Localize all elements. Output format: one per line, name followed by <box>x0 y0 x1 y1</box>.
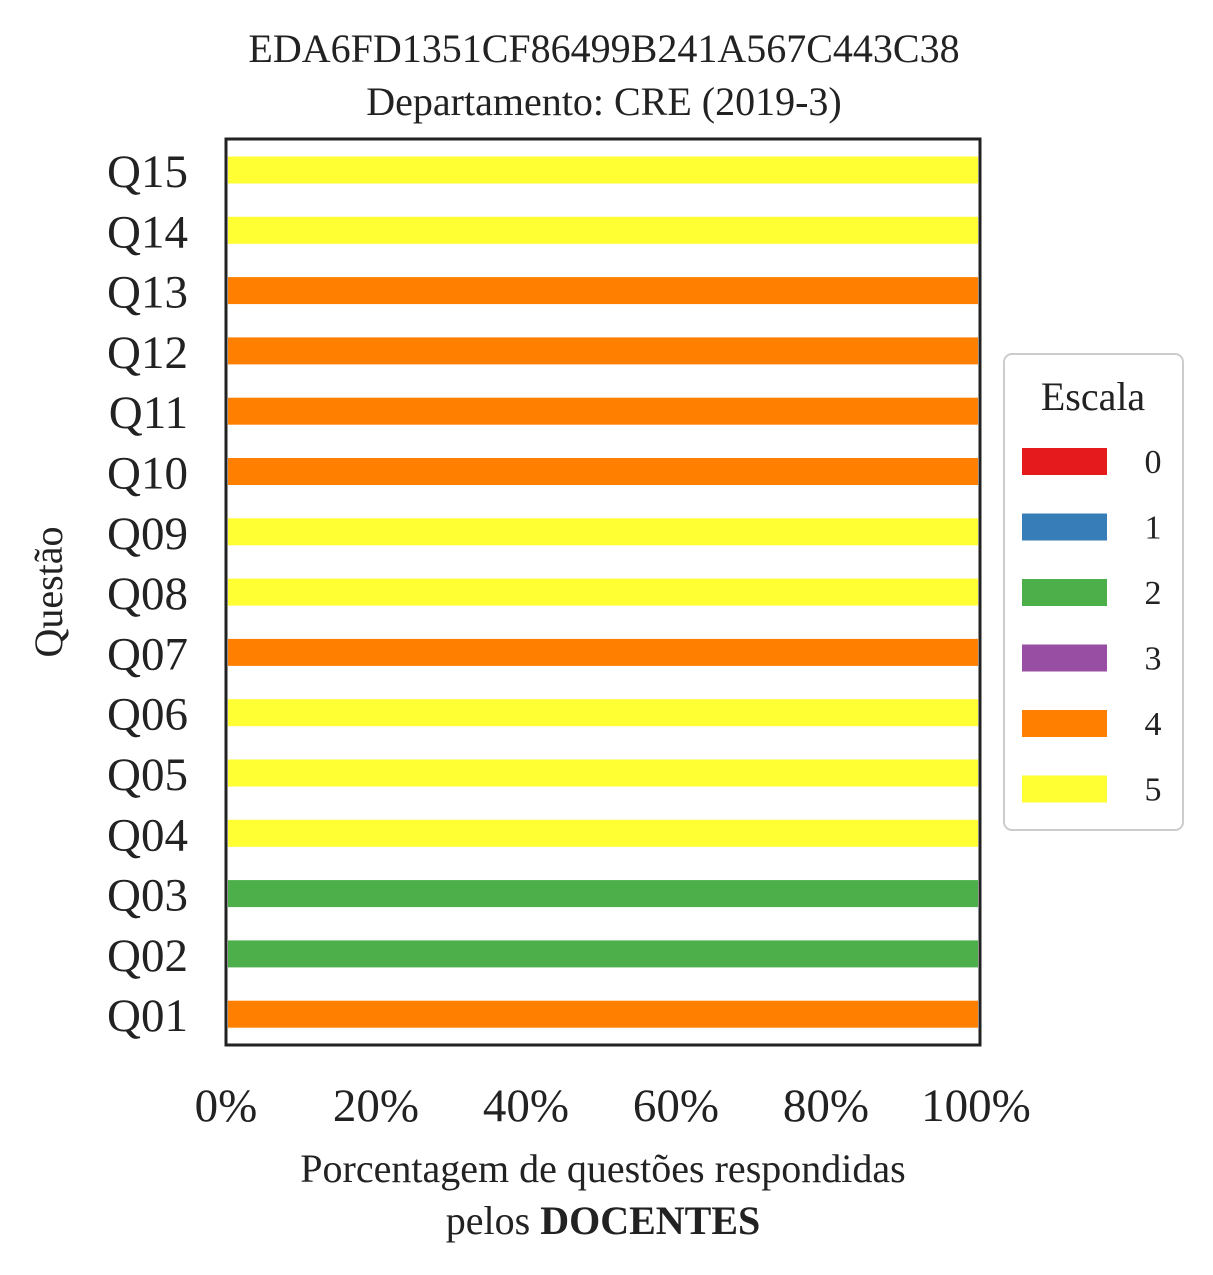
legend-title: Escala <box>1041 374 1146 419</box>
bar-Q03-scale-2 <box>228 880 978 908</box>
y-tick-label: Q09 <box>107 508 188 560</box>
x-axis-label-line1: Porcentagem de questões respondidas <box>300 1146 905 1191</box>
legend-label-1: 1 <box>1145 510 1162 547</box>
legend-swatch-4 <box>1022 710 1107 737</box>
y-tick-labels: Q01 Q02 Q03 Q04 Q05 Q06 Q07 Q08 Q09 Q10 Q11 Q12 Q13 Q… <box>107 146 188 1042</box>
y-tick-label: Q11 <box>109 387 188 439</box>
bar-Q12-scale-4 <box>228 337 978 365</box>
legend-label-4: 4 <box>1145 706 1162 743</box>
y-axis-label: Questão <box>26 526 71 657</box>
legend-label-3: 3 <box>1145 641 1162 678</box>
legend-label-0: 0 <box>1145 444 1162 481</box>
legend-swatch-0 <box>1022 448 1107 475</box>
y-tick-label: Q10 <box>107 448 188 500</box>
bar-Q15-scale-5 <box>228 156 978 184</box>
bar-Q14-scale-5 <box>228 216 978 244</box>
bar-Q10-scale-4 <box>228 458 978 485</box>
y-tick-label: Q04 <box>107 809 188 861</box>
bar-Q11-scale-4 <box>228 397 978 425</box>
y-tick-label: Q01 <box>107 990 188 1042</box>
x-tick-label: 40% <box>483 1080 569 1132</box>
bar-Q02-scale-2 <box>228 940 978 968</box>
bar-Q08-scale-5 <box>228 578 978 606</box>
legend-label-2: 2 <box>1145 575 1162 612</box>
x-tick-label: 20% <box>333 1080 419 1132</box>
bar-Q07-scale-4 <box>228 638 978 666</box>
x-tick-labels: 0% 20% 40% 60% 80% 100% <box>195 1080 1031 1132</box>
legend-label-5: 5 <box>1145 772 1162 809</box>
y-tick-label: Q03 <box>107 870 188 922</box>
bar-Q01-scale-4 <box>228 1000 978 1028</box>
y-tick-label: Q14 <box>107 206 188 258</box>
x-tick-label: 80% <box>783 1080 869 1132</box>
x-tick-label: 100% <box>921 1080 1031 1132</box>
chart-title: EDA6FD1351CF86499B241A567C443C38 <box>248 26 959 71</box>
chart-subtitle: Departamento: CRE (2019-3) <box>366 79 841 124</box>
x-axis-label-line2: pelos DOCENTES <box>446 1198 761 1243</box>
y-tick-label: Q12 <box>107 327 188 379</box>
legend-swatch-1 <box>1022 513 1107 541</box>
legend-entries: 0 1 2 3 4 5 <box>1022 444 1162 809</box>
legend-swatch-5 <box>1022 775 1107 803</box>
y-tick-label: Q13 <box>107 267 188 319</box>
legend-swatch-2 <box>1022 579 1107 606</box>
y-tick-label: Q05 <box>107 749 188 801</box>
x-tick-label: 60% <box>633 1080 719 1132</box>
bar-Q13-scale-4 <box>228 277 978 305</box>
bar-Q04-scale-5 <box>228 819 978 847</box>
bar-Q05-scale-5 <box>228 759 978 787</box>
y-tick-label: Q07 <box>107 628 188 680</box>
x-axis-label-prefix: pelos <box>446 1198 540 1243</box>
legend: Escala 0 1 2 3 4 5 <box>1003 353 1184 831</box>
y-tick-label: Q06 <box>107 689 188 741</box>
legend-swatch-3 <box>1022 644 1107 672</box>
plot-frame <box>224 137 982 1047</box>
y-tick-label: Q02 <box>107 930 188 982</box>
x-axis-label-bold: DOCENTES <box>540 1198 760 1243</box>
bars-group <box>228 156 978 1028</box>
y-tick-label: Q08 <box>107 568 188 620</box>
bar-Q09-scale-5 <box>228 518 978 546</box>
x-tick-label: 0% <box>195 1080 258 1132</box>
y-tick-label: Q15 <box>107 146 188 198</box>
bar-Q06-scale-5 <box>228 699 978 727</box>
